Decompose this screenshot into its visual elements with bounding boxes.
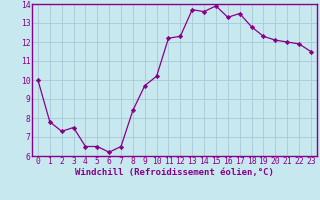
X-axis label: Windchill (Refroidissement éolien,°C): Windchill (Refroidissement éolien,°C) <box>75 168 274 177</box>
